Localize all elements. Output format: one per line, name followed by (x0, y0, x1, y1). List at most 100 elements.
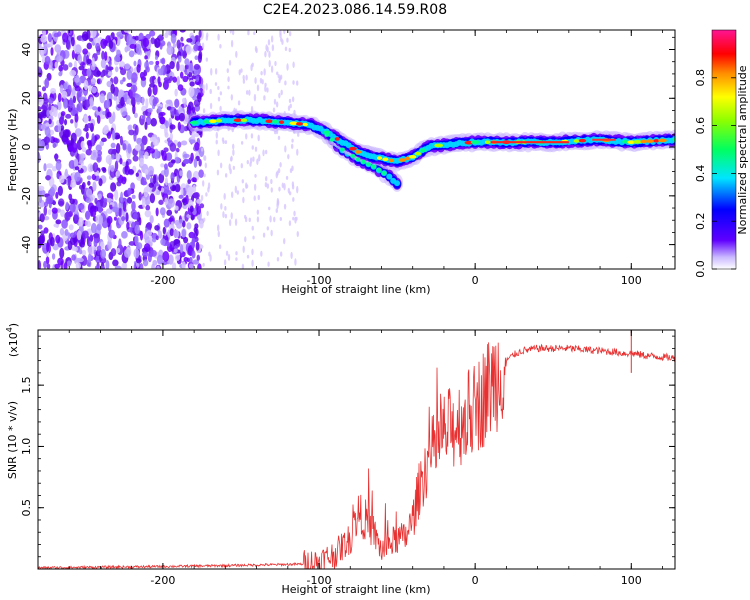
noise-blob (48, 118, 52, 125)
noise-blob (38, 234, 45, 245)
noise-dot (264, 50, 267, 58)
noise-blob (130, 95, 134, 106)
noise-blob (96, 78, 101, 85)
noise-blob (49, 186, 55, 198)
ridge-core (278, 120, 285, 124)
noise-blob (81, 230, 89, 239)
noise-blob (179, 243, 184, 254)
noise-blob (160, 163, 165, 168)
noise-blob (154, 55, 159, 61)
svg-text:(x104): (x104) (5, 323, 20, 357)
noise-blob (144, 169, 149, 175)
ridge-core (414, 151, 422, 156)
noise-blob (127, 187, 132, 196)
noise-blob (110, 164, 115, 172)
noise-dot (256, 84, 260, 92)
noise-blob (189, 35, 196, 45)
ridge-core (484, 140, 491, 144)
noise-blob (61, 90, 68, 99)
noise-blob (175, 147, 180, 153)
noise-blob (144, 121, 148, 131)
noise-blob (152, 97, 158, 107)
ridge-core (398, 158, 406, 162)
noise-blob (198, 146, 205, 158)
noise-dot (270, 178, 273, 184)
noise-dot (256, 158, 259, 165)
noise-blob (121, 231, 128, 239)
noise-blob (43, 215, 50, 221)
noise-blob (139, 157, 145, 167)
noise-dot (266, 183, 270, 189)
noise-blob (156, 190, 161, 196)
noise-blob (113, 216, 117, 221)
noise-blob (65, 137, 70, 146)
noise-blob (166, 45, 174, 56)
noise-dot (292, 80, 295, 85)
noise-blob (132, 86, 136, 97)
noise-blob (179, 64, 186, 72)
noise-blob (170, 220, 175, 231)
noise-dot (275, 208, 278, 214)
noise-blob (162, 226, 166, 235)
noise-dot (232, 143, 235, 150)
noise-dot (223, 193, 226, 200)
noise-blob (106, 131, 112, 139)
noise-dot (217, 96, 221, 102)
noise-blob (78, 65, 85, 71)
noise-dot (206, 210, 209, 217)
spectrogram-frame (37, 29, 676, 270)
noise-dot (247, 30, 250, 36)
noise-blob (158, 173, 165, 184)
noise-dot (297, 132, 300, 137)
noise-dot (214, 82, 218, 86)
noise-blob (42, 101, 49, 110)
noise-blob (118, 207, 122, 218)
noise-dot (245, 90, 249, 95)
noise-blob (174, 98, 180, 108)
noise-dot (229, 168, 232, 175)
noise-blob (78, 203, 85, 211)
noise-dot (227, 76, 230, 83)
noise-blob (38, 139, 43, 149)
noise-dot (230, 191, 234, 199)
noise-dot (263, 95, 266, 101)
noise-dot (215, 139, 218, 145)
noise-blob (170, 33, 177, 44)
noise-blob (109, 204, 113, 210)
noise-blob (44, 126, 51, 137)
noise-dot (296, 148, 299, 156)
noise-dot (250, 64, 253, 72)
snr-scale-exponent: 4 (5, 327, 14, 332)
noise-blob (182, 203, 188, 210)
noise-blob (156, 265, 160, 269)
noise-blob (85, 210, 91, 221)
noise-blob (145, 66, 150, 73)
noise-dot (283, 30, 286, 35)
ridge-core (334, 137, 340, 141)
noise-dot (230, 212, 233, 220)
noise-dot (254, 146, 258, 152)
noise-blob (78, 249, 83, 255)
noise-blob (151, 263, 155, 269)
noise-blob (73, 158, 79, 167)
noise-blob (188, 71, 193, 78)
noise-blob (72, 95, 77, 104)
noise-dot (236, 190, 239, 195)
ridge-core (382, 157, 389, 162)
noise-dot (205, 57, 209, 62)
noise-dot (250, 133, 254, 139)
noise-blob (192, 184, 197, 194)
noise-dot (223, 259, 227, 266)
noise-blob (121, 215, 126, 222)
noise-dot (291, 143, 294, 149)
noise-blob (70, 132, 77, 144)
noise-blob (193, 44, 199, 52)
noise-blob (48, 97, 54, 104)
noise-blob (129, 38, 137, 45)
noise-dot (220, 203, 223, 210)
noise-blob (169, 228, 174, 237)
colorbar-tick-label: 0.4 (694, 165, 707, 183)
snr-y-axis-label: SNR (10 * v/v) (6, 401, 19, 479)
noise-dot (254, 174, 257, 178)
